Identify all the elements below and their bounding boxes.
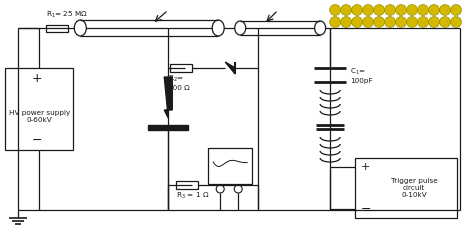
Text: C$_1$=
100pF: C$_1$= 100pF	[350, 66, 373, 84]
Bar	[80, 20, 218, 36]
Circle shape	[341, 17, 352, 28]
Circle shape	[374, 4, 384, 15]
Circle shape	[352, 17, 363, 28]
Polygon shape	[148, 125, 188, 130]
Circle shape	[234, 185, 242, 193]
Bar	[355, 158, 457, 218]
Polygon shape	[225, 62, 235, 74]
Bar	[46, 25, 68, 32]
Bar	[5, 68, 73, 150]
Circle shape	[384, 17, 396, 28]
Bar	[170, 64, 192, 72]
Circle shape	[363, 4, 374, 15]
Ellipse shape	[235, 21, 246, 35]
Circle shape	[418, 4, 428, 15]
Circle shape	[450, 17, 462, 28]
Polygon shape	[164, 77, 172, 118]
Circle shape	[396, 17, 407, 28]
Circle shape	[407, 17, 418, 28]
Circle shape	[341, 4, 352, 15]
Text: −: −	[361, 202, 372, 216]
Circle shape	[352, 4, 363, 15]
Circle shape	[216, 185, 224, 193]
Bar	[240, 21, 320, 35]
Circle shape	[428, 17, 439, 28]
Text: HV power supply
0-60kV: HV power supply 0-60kV	[9, 110, 70, 124]
Text: +: +	[361, 162, 371, 172]
Ellipse shape	[212, 20, 224, 36]
Bar	[176, 181, 198, 189]
Circle shape	[418, 17, 428, 28]
Circle shape	[329, 17, 341, 28]
Text: −: −	[32, 134, 43, 146]
Circle shape	[439, 4, 450, 15]
Circle shape	[407, 4, 418, 15]
Text: +: +	[32, 72, 43, 84]
Circle shape	[428, 4, 439, 15]
Circle shape	[450, 4, 462, 15]
Circle shape	[329, 4, 341, 15]
Circle shape	[396, 4, 407, 15]
Bar	[208, 148, 252, 184]
Text: R$_1$= 25 MΩ: R$_1$= 25 MΩ	[46, 10, 88, 20]
Text: Trigger pulse
circuit
0-10kV: Trigger pulse circuit 0-10kV	[391, 178, 438, 198]
Circle shape	[374, 17, 384, 28]
Text: R$_2$=
100 Ω: R$_2$= 100 Ω	[168, 74, 190, 91]
Circle shape	[439, 17, 450, 28]
Circle shape	[363, 17, 374, 28]
Text: R$_3$ = 1 Ω: R$_3$ = 1 Ω	[176, 191, 210, 201]
Ellipse shape	[74, 20, 86, 36]
Circle shape	[384, 4, 396, 15]
Ellipse shape	[315, 21, 326, 35]
